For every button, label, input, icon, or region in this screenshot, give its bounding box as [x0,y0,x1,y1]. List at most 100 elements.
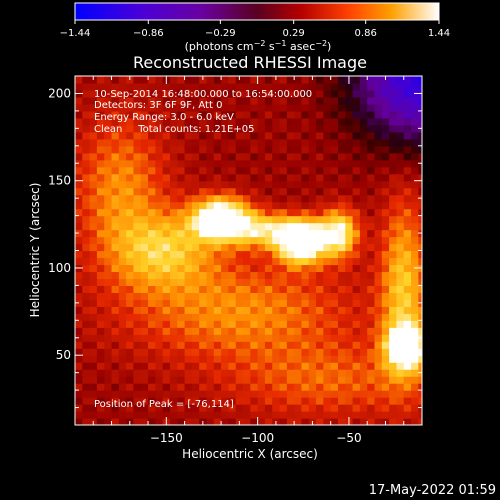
heatmap-cell [250,369,259,377]
heatmap-cell [104,285,113,293]
heatmap-cell [294,355,303,363]
heatmap-cell [155,103,164,112]
heatmap-cell [374,397,383,405]
heatmap-cell [250,208,259,217]
heatmap-cell [235,278,244,286]
heatmap-cell [403,89,412,98]
heatmap-cell [118,208,127,217]
heatmap-cell [235,404,244,412]
heatmap-cell [337,229,346,238]
heatmap-cell [89,320,98,328]
heatmap-cell [352,271,361,280]
heatmap-cell [345,89,354,98]
heatmap-cell [199,341,208,349]
heatmap-cell [235,131,244,140]
heatmap-cell [286,76,295,84]
heatmap-cell [359,418,368,425]
heatmap-cell [316,166,324,175]
heatmap-cell [206,383,215,391]
heatmap-cell [396,187,405,196]
heatmap-cell [118,411,127,419]
heatmap-cell [221,110,230,119]
heatmap-cell [403,299,412,307]
heatmap-cell [257,215,266,224]
heatmap-cell [396,313,405,321]
heatmap-cell [294,215,303,224]
heatmap-cell [104,278,113,286]
heatmap-cell [337,390,346,398]
heatmap-cell [367,397,376,405]
heatmap-cell [75,278,83,286]
heatmap-cell [169,383,178,391]
heatmap-cell [75,208,83,217]
heatmap-cell [411,215,419,224]
heatmap-cell [89,215,98,224]
heatmap-cell [243,348,251,356]
heatmap-cell [199,348,208,356]
heatmap-cell [264,222,273,231]
heatmap-cell [418,103,422,112]
heatmap-cell [126,341,135,349]
heatmap-cell [118,222,127,231]
heatmap-cell [250,362,259,370]
heatmap-cell [221,222,230,231]
heatmap-cell [177,222,186,231]
heatmap-cell [184,348,193,356]
heatmap-cell [111,376,120,384]
heatmap-cell [411,278,419,286]
heatmap-cell [184,180,193,189]
heatmap-cell [199,313,208,321]
heatmap-cell [133,285,142,293]
heatmap-cell [359,229,368,238]
heatmap-cell [396,397,405,405]
heatmap-cell [148,334,156,342]
heatmap-cell [184,152,193,161]
heatmap-cell [316,306,324,314]
heatmap-cell [381,173,390,182]
heatmap-cell [213,166,222,175]
heatmap-cell [418,131,422,140]
heatmap-cell [96,159,105,168]
heatmap-cell [133,313,142,321]
heatmap-cell [155,194,164,203]
heatmap-cell [96,194,105,203]
heatmap-cell [286,292,295,300]
heatmap-cell [104,96,113,105]
heatmap-cell [279,103,288,112]
heatmap-cell [140,236,149,245]
heatmap-cell [133,383,142,391]
heatmap-cell [264,89,273,98]
heatmap-cell [381,201,390,210]
heatmap-cell [89,376,98,384]
heatmap-cell [411,173,419,182]
heatmap-cell [221,411,230,419]
heatmap-cell [301,145,310,154]
heatmap-cell [286,418,295,425]
heatmap-cell [155,376,164,384]
heatmap-cell [162,327,171,335]
heatmap-cell [316,404,324,412]
heatmap-cell [155,159,164,168]
heatmap-cell [374,292,383,300]
heatmap-cell [155,215,164,224]
heatmap-cell [286,257,295,266]
heatmap-cell [228,306,237,314]
heatmap-cell [177,215,186,224]
heatmap-cell [82,145,91,154]
heatmap-cell [374,194,383,203]
heatmap-cell [148,131,156,140]
heatmap-cell [345,264,354,273]
heatmap-cell [243,180,251,189]
heatmap-cell [177,89,186,98]
heatmap-cell [367,264,376,273]
heatmap-cell [345,397,354,405]
heatmap-cell [184,327,193,335]
heatmap-cell [148,397,156,405]
heatmap-cell [140,376,149,384]
heatmap-cell [330,285,339,293]
heatmap-cell [221,250,230,259]
heatmap-cell [308,264,317,273]
heatmap-cell [418,383,422,391]
heatmap-cell [89,187,98,196]
heatmap-cell [323,222,332,231]
